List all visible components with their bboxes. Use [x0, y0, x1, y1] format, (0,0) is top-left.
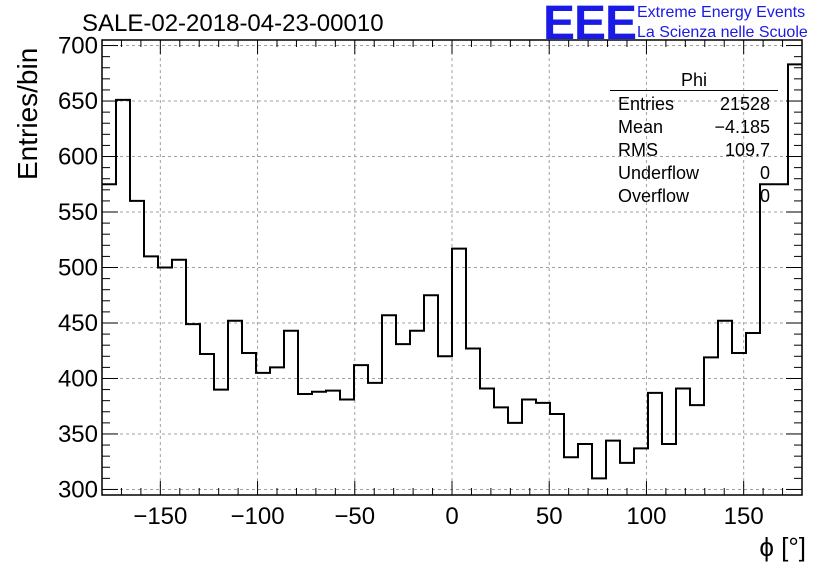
logo-line-2: La Scienza nelle Scuole [637, 24, 808, 41]
logo-line-1: Extreme Energy Events [637, 4, 806, 21]
x-tick-label: 100 [626, 503, 666, 530]
y-tick-label: 500 [58, 255, 98, 282]
x-tick-label: −150 [133, 503, 187, 530]
y-tick-label: 600 [58, 144, 98, 171]
x-tick-label: 150 [724, 503, 764, 530]
y-tick-label: 350 [58, 421, 98, 448]
chart-title: SALE-02-2018-04-23-00010 [82, 10, 384, 37]
stats-label: Overflow [618, 186, 690, 206]
y-tick-label: 300 [58, 476, 98, 503]
y-tick-label: 700 [58, 33, 98, 60]
y-tick-label: 450 [58, 310, 98, 337]
stats-row: Mean −4.185 [610, 116, 778, 139]
y-tick-label: 650 [58, 88, 98, 115]
stats-value: 0 [759, 163, 770, 183]
x-tick-label: −100 [231, 503, 285, 530]
stats-row: Underflow 0 [610, 162, 778, 185]
x-tick-label: −50 [334, 503, 375, 530]
stats-value: −4.185 [714, 117, 770, 137]
tick-labels: −150 −100 −50 0 50 100 150 300 350 400 450 500 550 60… [58, 33, 764, 530]
stats-row: RMS 109.7 [610, 139, 778, 162]
y-axis-label: Entries/bin [12, 47, 43, 180]
x-axis-label: ϕ [°] [759, 532, 806, 562]
stats-title: Phi [610, 70, 778, 91]
stats-label: Underflow [618, 163, 700, 183]
histogram-line [102, 63, 802, 480]
plot-frame [101, 39, 803, 496]
logo-mark: EEE [543, 0, 637, 50]
stats-row: Entries 21528 [610, 93, 778, 116]
stats-label: Entries [618, 94, 675, 114]
y-tick-label: 400 [58, 365, 98, 392]
x-tick-label: 50 [536, 503, 563, 530]
stats-value: 109.7 [724, 140, 770, 160]
stats-value: 21528 [719, 94, 770, 114]
stats-row: Overflow 0 [610, 185, 778, 208]
stats-box: Phi Entries 21528 Mean −4.185 RMS 109.7 Und… [610, 70, 778, 208]
stats-label: Mean [618, 117, 664, 137]
stats-label: RMS [618, 140, 658, 160]
y-tick-label: 550 [58, 199, 98, 226]
x-tick-label: 0 [445, 503, 458, 530]
stats-value: 0 [759, 186, 770, 206]
